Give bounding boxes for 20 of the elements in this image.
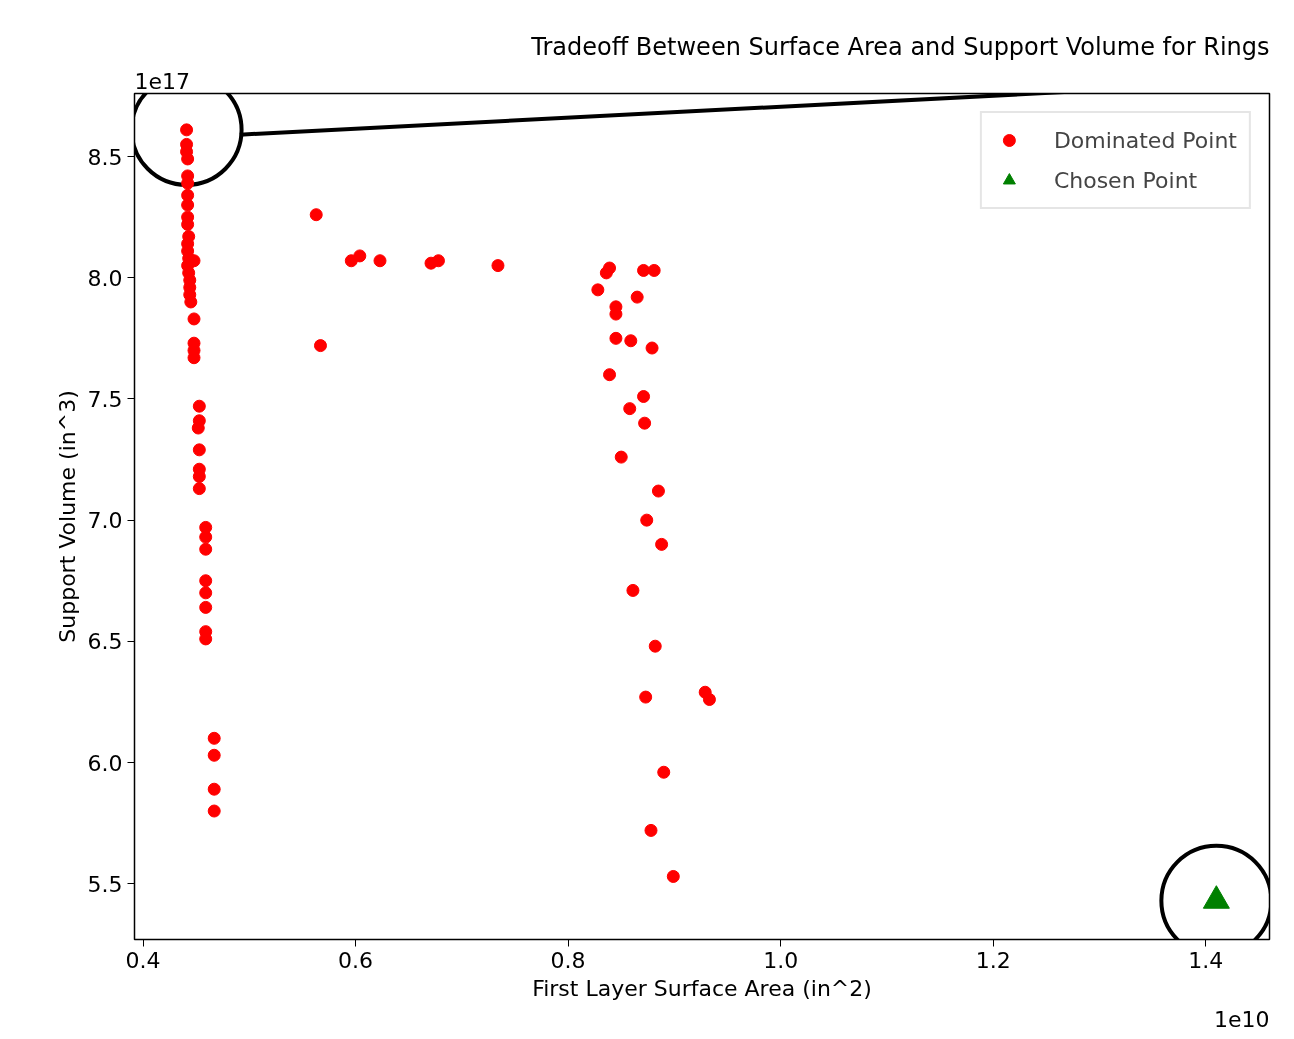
- x-tick-label: 0.8: [550, 947, 586, 973]
- y-axis-title: Support Volume (in^3): [54, 390, 80, 643]
- x-tick-label: 0.4: [125, 947, 161, 973]
- chart-title: Tradeoff Between Surface Area and Support Volume for Rings: [530, 32, 1270, 61]
- x-tick-label: 1.2: [975, 947, 1011, 973]
- y-tick-label: 8.0: [87, 265, 123, 291]
- y-tick-label: 7.0: [87, 508, 123, 534]
- x-axis-title: First Layer Surface Area (in^2): [532, 975, 872, 1001]
- legend-label: Dominated Point: [1053, 127, 1237, 153]
- y-tick-label: 5.5: [87, 871, 123, 897]
- y-tick-label: 6.0: [87, 750, 123, 776]
- annotation: 1e17: [134, 68, 191, 94]
- x-tick-label: 0.6: [338, 947, 374, 973]
- text: 1e10: [1213, 1006, 1270, 1032]
- x-tick-label: 1.0: [763, 947, 799, 973]
- y-tick-label: 8.5: [87, 144, 123, 170]
- y-tick-label: 7.5: [87, 386, 123, 412]
- y-tick-label: 6.5: [87, 629, 123, 655]
- x-tick-label: 1.4: [1188, 947, 1224, 973]
- legend-label: Chosen Point: [1053, 167, 1198, 193]
